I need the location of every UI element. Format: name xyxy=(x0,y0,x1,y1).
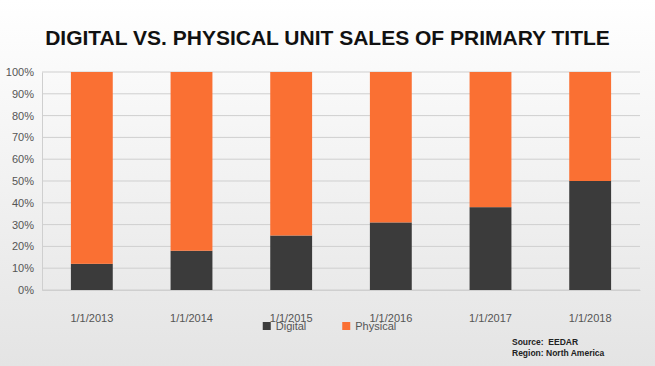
legend-item: Physical xyxy=(342,320,396,332)
y-tick-label: 70% xyxy=(12,131,34,143)
y-tick-label: 60% xyxy=(12,153,34,165)
y-tick-label: 80% xyxy=(12,110,34,122)
bar xyxy=(370,222,412,290)
legend-label: Physical xyxy=(355,320,396,332)
annotation: Source: EEDAR xyxy=(512,337,578,347)
background xyxy=(0,0,655,366)
legend-label: Digital xyxy=(276,320,307,332)
y-tick: 60% xyxy=(12,153,42,165)
x-tick: 1/1/2014 xyxy=(170,290,213,324)
x-axis: 1/1/2013 1/1/2014 1/1/2015 1/1/2016 1/1/2017… xyxy=(43,290,641,324)
y-tick: 100% xyxy=(6,66,42,78)
y-axis-line xyxy=(42,73,43,291)
x-tick-label: 1/1/2018 xyxy=(569,312,612,324)
bar xyxy=(71,72,113,264)
y-tick: 0% xyxy=(18,284,42,296)
bar xyxy=(171,251,213,290)
legend-swatch xyxy=(342,322,350,330)
y-tick-label: 40% xyxy=(12,197,34,209)
plot: 0% 10% 20% 30% 40% 50% 60% 70% 80% 90% 100% 1/1/201… xyxy=(6,66,641,324)
bar xyxy=(569,181,611,290)
y-tick: 10% xyxy=(12,262,42,274)
y-tick: 90% xyxy=(12,88,42,100)
grid-line xyxy=(42,93,640,94)
y-tick-label: 30% xyxy=(12,219,34,231)
grid xyxy=(42,72,640,290)
y-tick: 40% xyxy=(12,197,42,209)
y-tick: 20% xyxy=(12,240,42,252)
title: DIGITAL VS. PHYSICAL UNIT SALES OF PRIMA… xyxy=(45,26,610,49)
x-tick: 1/1/2015 xyxy=(270,290,313,324)
grid-line xyxy=(42,181,640,182)
grid-line xyxy=(42,290,640,291)
x-tick-label: 1/1/2017 xyxy=(469,312,512,324)
x-tick: 1/1/2013 xyxy=(70,290,113,324)
grid-line xyxy=(42,202,640,203)
grid-line xyxy=(42,224,640,225)
grid-line xyxy=(42,246,640,247)
bar xyxy=(470,207,512,290)
bars xyxy=(71,72,611,290)
bar xyxy=(171,72,213,251)
y-tick: 50% xyxy=(12,175,42,187)
legend-swatch xyxy=(263,322,271,330)
grid-line xyxy=(42,137,640,138)
y-tick-label: 100% xyxy=(6,66,34,78)
x-axis-line xyxy=(43,290,641,291)
bar xyxy=(270,236,312,291)
bar xyxy=(270,72,312,236)
grid-line xyxy=(42,72,640,73)
x-tick-label: 1/1/2013 xyxy=(70,312,113,324)
series xyxy=(71,181,611,290)
y-tick-label: 20% xyxy=(12,240,34,252)
bar xyxy=(470,72,512,207)
legend: Digital Physical xyxy=(263,320,396,332)
y-tick: 30% xyxy=(12,219,42,231)
x-tick: 1/1/2018 xyxy=(569,290,612,324)
y-tick-label: 0% xyxy=(18,284,34,296)
grid-line xyxy=(42,159,640,160)
legend-item: Digital xyxy=(263,320,307,332)
y-tick-label: 50% xyxy=(12,175,34,187)
series xyxy=(71,72,611,264)
bar xyxy=(71,264,113,290)
bar xyxy=(370,72,412,222)
y-axis: 0% 10% 20% 30% 40% 50% 60% 70% 80% 90% 100% xyxy=(6,66,43,296)
y-tick: 80% xyxy=(12,110,42,122)
y-tick-label: 90% xyxy=(12,88,34,100)
x-tick-label: 1/1/2014 xyxy=(170,312,213,324)
annotation: Region: North America xyxy=(512,348,605,358)
grid-line xyxy=(42,115,640,116)
y-tick-label: 10% xyxy=(12,262,34,274)
grid-line xyxy=(42,268,640,269)
chart: DIGITAL VS. PHYSICAL UNIT SALES OF PRIMA… xyxy=(0,0,655,366)
y-tick: 70% xyxy=(12,131,42,143)
x-tick: 1/1/2017 xyxy=(469,290,512,324)
x-tick: 1/1/2016 xyxy=(369,290,412,324)
bar xyxy=(569,72,611,181)
